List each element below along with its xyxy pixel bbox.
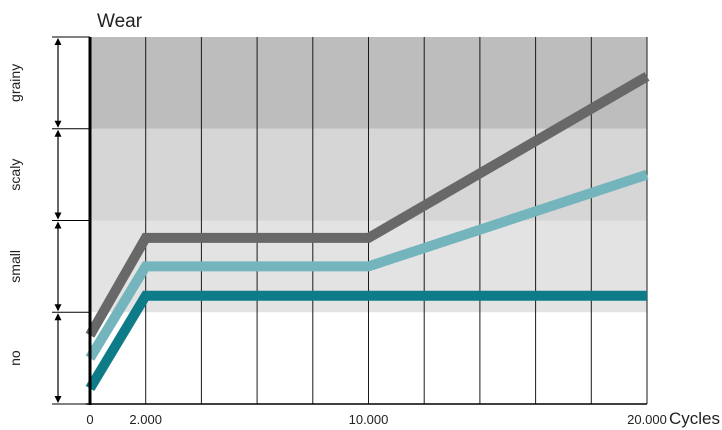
x-tick-label: 2.000 bbox=[129, 412, 162, 427]
bracket-arrow-up bbox=[54, 313, 62, 321]
series-line-2 bbox=[85, 169, 649, 361]
x-tick-labels: 0 2.000 10.000 20.000 bbox=[86, 412, 667, 427]
x-tick-label: 0 bbox=[86, 412, 93, 427]
bracket-arrow-down bbox=[54, 212, 62, 220]
wear-level-labels: no small scaly grainy bbox=[7, 36, 90, 405]
wear-level-label-small: small bbox=[7, 250, 23, 283]
wear-level-label-scaly: scaly bbox=[7, 159, 23, 191]
bracket-arrow-up bbox=[54, 38, 62, 45]
x-tick-label: 20.000 bbox=[627, 412, 667, 427]
gridlines bbox=[145, 37, 648, 404]
wear-level-label-no: no bbox=[7, 350, 23, 366]
x-axis-unit-label: Cycles bbox=[669, 409, 720, 428]
chart-title: Wear bbox=[97, 11, 143, 32]
series-line-3 bbox=[85, 290, 647, 391]
series-line-1 bbox=[85, 72, 650, 338]
bracket-arrow-down bbox=[54, 396, 62, 403]
bracket-arrow-up bbox=[54, 129, 62, 137]
bracket-arrow-down bbox=[54, 304, 62, 312]
bracket-arrow-down bbox=[54, 120, 62, 128]
wear-level-label-grainy: grainy bbox=[7, 64, 23, 102]
series-lines bbox=[85, 72, 650, 391]
x-tick-label: 10.000 bbox=[349, 412, 389, 427]
bracket-arrow-up bbox=[54, 221, 62, 229]
